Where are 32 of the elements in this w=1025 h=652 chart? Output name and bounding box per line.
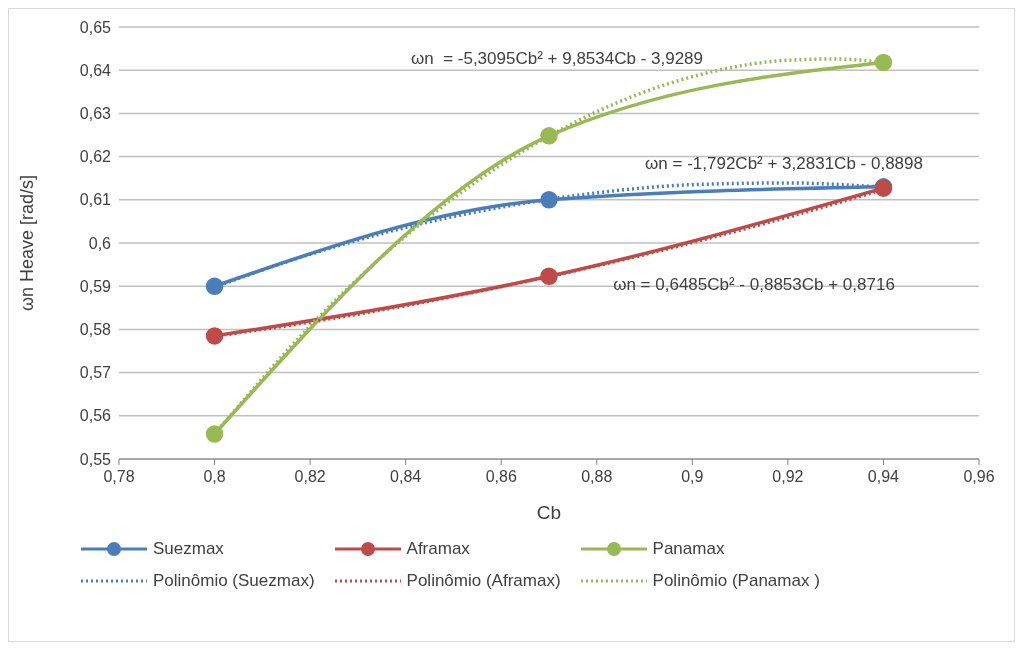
x-tick-label: 0,78 (103, 468, 135, 486)
legend-label: Panamax (652, 539, 725, 559)
x-tick-label: 0,82 (294, 468, 326, 486)
x-tick-label: 0,96 (963, 468, 995, 486)
y-tick-label: 0,59 (79, 277, 112, 295)
x-tick-label: 0,92 (772, 468, 804, 486)
y-tick-label: 0,56 (79, 407, 112, 425)
y-tick-label: 0,55 (79, 450, 112, 468)
legend-label: Polinômio (Suezmax) (153, 571, 315, 591)
y-tick-label: 0,58 (79, 321, 112, 339)
x-tick-label: 0,86 (485, 468, 517, 486)
legend-label: Suezmax (153, 539, 224, 559)
annotation: ωn = 0,6485Cb² - 0,8853Cb + 0,8716 (613, 275, 895, 295)
legend-label: Aframax (406, 539, 470, 559)
annotation: ωn = -5,3095Cb² + 9,8534Cb - 3,9289 (410, 49, 704, 69)
legend-label: Polinômio (Panamax ) (652, 571, 820, 591)
x-tick-label: 0,84 (390, 468, 422, 486)
x-tick-label: 0,94 (867, 468, 900, 486)
y-tick-label: 0,64 (79, 61, 112, 79)
y-tick-label: 0,6 (88, 234, 112, 252)
x-axis-title: Cb (536, 502, 562, 523)
legend-label: Polinômio (Aframax) (406, 571, 561, 591)
y-tick-label: 0,63 (79, 105, 112, 123)
annotation: ωn = -1,792Cb² + 3,2831Cb - 0,8898 (645, 154, 923, 174)
y-tick-label: 0,61 (79, 191, 112, 209)
y-tick-label: 0,57 (79, 364, 112, 382)
y-tick-label: 0,65 (79, 18, 112, 36)
y-axis-title: ωn Heave [rad/s] (17, 174, 38, 312)
x-tick-label: 0,88 (581, 468, 613, 486)
x-tick-label: 0,9 (681, 468, 704, 486)
y-tick-label: 0,62 (79, 148, 112, 166)
x-tick-label: 0,8 (203, 468, 226, 486)
